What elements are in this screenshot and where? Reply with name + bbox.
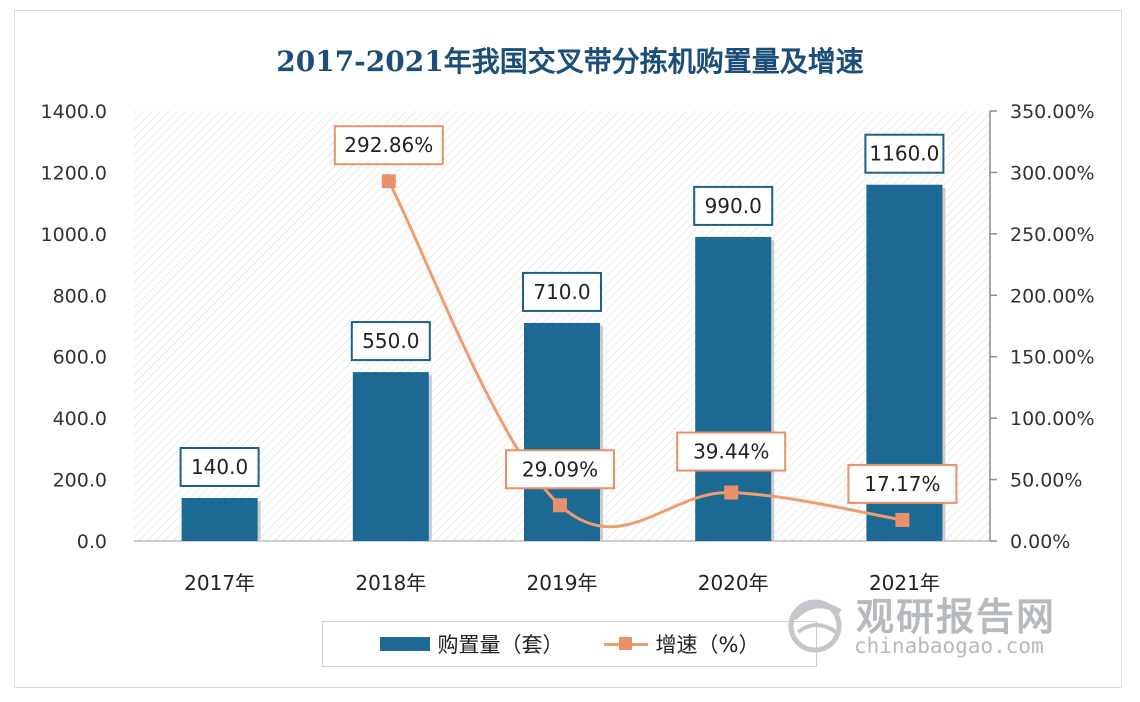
left-axis-tick-label: 200.0 [53,470,107,492]
growth-data-label-box [505,449,615,490]
watermark-text-cn: 观研报告网 [856,595,1057,639]
bar-data-label-box [864,133,945,174]
right-axis-tick-label: 200.00% [1010,285,1095,307]
legend-bar-label: 购置量（套） [437,633,564,657]
watermark: 观研报告网 chinabaogao.com [770,582,1090,672]
growth-data-label: 17.17% [864,472,940,496]
growth-data-label: 292.86% [344,133,433,157]
left-axis-tick-label: 1000.0 [41,224,107,246]
bar-data-label-box [179,447,260,487]
growth-data-label: 39.44% [693,440,769,464]
left-axis-tick-label: 1200.0 [41,162,107,184]
right-axis-tick-label: 100.00% [1010,408,1095,430]
right-axis-tick-label: 150.00% [1010,347,1095,369]
chart-legend: 购置量（套） 增速（%） [322,621,817,667]
right-axis-tick-label: 300.00% [1010,162,1095,184]
x-axis-tick-label: 2021年 [869,571,940,595]
left-axis-tick-label: 600.0 [53,347,107,369]
bar-data-label: 1160.0 [869,142,939,166]
legend-bar-swatch [379,637,430,651]
right-axis-tick-label: 0.00% [1010,531,1070,553]
bar-data-label: 710.0 [533,280,590,304]
bar-data-label-box [350,321,431,362]
growth-data-label-box [333,125,444,166]
legend-line-swatch [603,637,648,651]
x-axis-tick-label: 2018年 [355,571,426,595]
growth-line [387,180,903,529]
globe-logo-icon [788,599,842,653]
right-axis-tick-label: 350.00% [1010,101,1095,123]
right-axis-tick-label: 50.00% [1010,470,1082,492]
growth-marker [381,174,396,189]
legend-item-line: 增速（%） [603,629,760,659]
right-axis-tick-label: 250.00% [1010,224,1095,246]
bar [181,498,258,541]
growth-data-label-box [676,431,787,472]
bar-data-label: 990.0 [705,194,762,218]
left-axis-tick-label: 1400.0 [41,101,107,123]
growth-marker [724,485,739,500]
left-axis-tick-label: 0.0 [77,531,107,553]
bar-data-label-box [522,271,602,312]
watermark-text-en: chinabaogao.com [854,634,1044,658]
bar-data-label: 550.0 [362,329,419,353]
chart-title: 2017-2021年我国交叉带分拣机购置量及增速 [276,45,864,78]
x-axis-tick-label: 2020年 [698,571,769,595]
growth-data-label-box [847,463,958,504]
legend-line-label: 增速（%） [655,633,760,657]
x-axis-tick-label: 2019年 [527,571,598,595]
legend-item-bar: 购置量（套） [379,629,564,659]
bar-data-label-box [693,185,774,226]
left-axis-tick-label: 400.0 [53,408,107,430]
growth-data-label: 29.09% [522,457,598,481]
bar [352,372,429,541]
growth-marker [553,498,567,513]
left-axis-tick-label: 800.0 [53,285,107,307]
bar-data-label: 140.0 [191,455,248,479]
growth-marker [895,512,910,527]
x-axis-tick-label: 2017年 [184,571,255,595]
